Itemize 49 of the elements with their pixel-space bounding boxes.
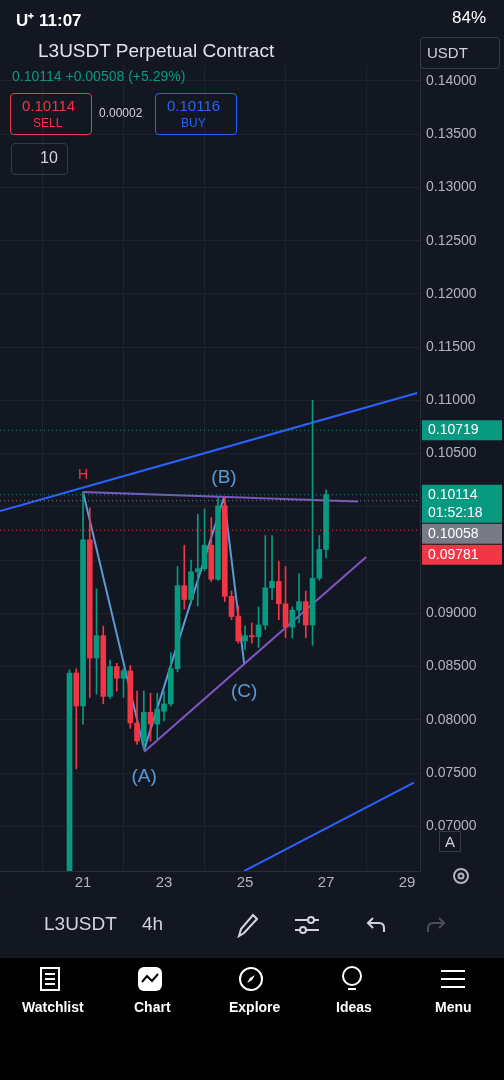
text: Chart [134, 999, 171, 1015]
text: A [439, 831, 462, 852]
annotation: 10 [40, 149, 58, 167]
annotation: 0.10114 [22, 97, 76, 114]
y-tick-label: 0.11000 [426, 391, 476, 408]
annotation: 0.00002 [99, 106, 143, 120]
ref-line-label: 0.09781 [428, 545, 479, 562]
y-tick-label: 0.12000 [426, 284, 477, 301]
annotation: (A) [131, 765, 157, 787]
y-tick-label: 0.07000 [426, 817, 477, 834]
y-tick-label: 0.13500 [426, 125, 477, 142]
x-tick-label: 27 [317, 873, 335, 891]
text: Menu [435, 999, 472, 1015]
y-tick-label: 0.10500 [426, 444, 477, 461]
ref-line-label: 0.10058 [428, 524, 479, 541]
candlestick [181, 544, 188, 610]
text: USDT [427, 44, 468, 61]
annotation: BUY [181, 116, 206, 130]
annotation: (B) [211, 466, 237, 488]
ref-line-label: 0.10719 [428, 421, 479, 438]
x-tick-label: 23 [155, 873, 173, 891]
x-tick-label: 25 [236, 873, 254, 891]
annotation: 0.10116 [167, 97, 221, 114]
candlestick [248, 622, 255, 644]
y-tick-label: 0.07500 [426, 763, 477, 780]
annotation: (C) [231, 680, 258, 702]
y-tick-label: 0.13000 [426, 178, 477, 195]
text: Watchlist [22, 999, 84, 1015]
chart-title: L3USDT Perpetual Contract [38, 40, 275, 62]
text: 84% [452, 8, 487, 28]
text: U⁺ 11:07 [16, 10, 82, 31]
x-tick-label: 21 [74, 873, 92, 891]
x-tick-label: 29 [398, 873, 416, 891]
candlestick [242, 625, 248, 650]
text: Ideas [336, 999, 372, 1015]
y-tick-label: 0.14000 [426, 71, 477, 88]
text: 4h [142, 913, 164, 935]
y-tick-label: 0.09000 [426, 604, 477, 621]
ref-line-label: 0.10114 01:52:18 [428, 485, 483, 520]
y-tick-label: 0.11500 [426, 338, 476, 355]
candlestick [296, 573, 302, 624]
annotation: H [77, 465, 89, 482]
text: L3USDT [44, 913, 117, 935]
text: Explore [229, 999, 281, 1015]
y-tick-label: 0.08500 [426, 657, 477, 674]
chart-subtitle: 0.10114 +0.00508 (+5.29%) [12, 68, 186, 84]
annotation: SELL [33, 116, 63, 130]
y-tick-label: 0.08000 [426, 710, 477, 727]
y-tick-label: 0.12500 [426, 231, 477, 248]
